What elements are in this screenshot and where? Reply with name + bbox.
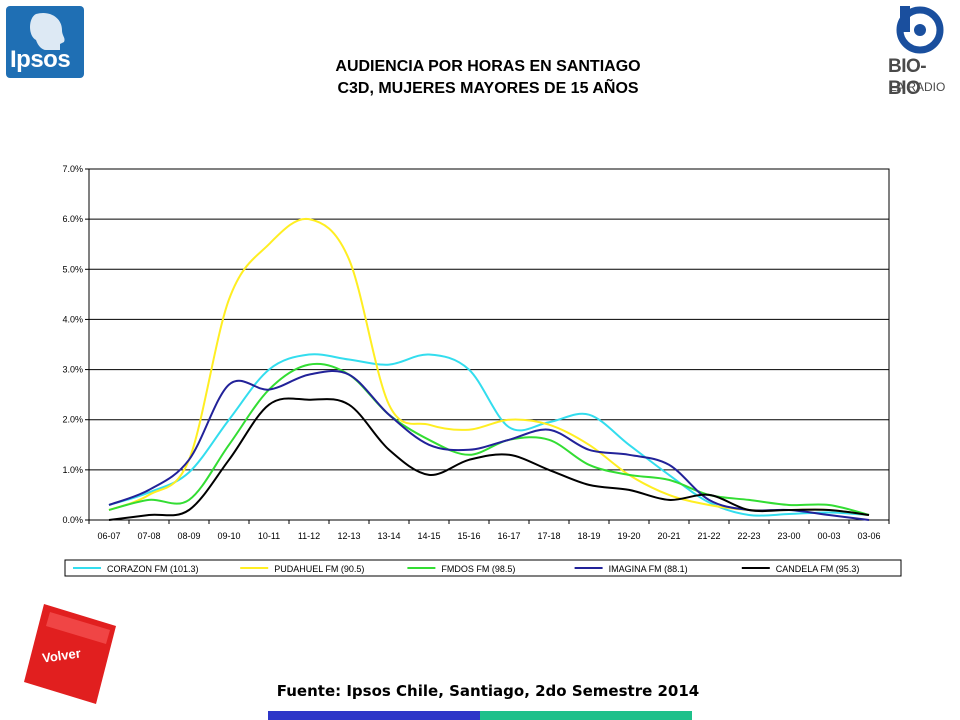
legend-box [64,559,902,577]
y-tick-label: 3.0% [62,365,83,375]
series-line-0 [108,353,870,517]
biobio-logo-subtext: LA RADIO [890,80,946,94]
x-tick-label: 03-06 [857,531,880,541]
biobio-logo-text: BIO-BIO [888,56,927,99]
ipsos-logo: Ipsos [6,6,84,78]
x-tick-label: 19-20 [617,531,640,541]
chart-title-line2: C3D, MUJERES MAYORES DE 15 AÑOS [337,80,639,97]
series-line-4 [108,397,870,521]
legend-label-0: CORAZON FM (101.3) [107,564,199,574]
ipsos-logo-text: Ipsos [10,46,71,73]
x-tick-label: 12-13 [337,531,360,541]
plot-area [88,168,890,521]
y-tick-label: 7.0% [62,164,83,174]
x-tick-label: 00-03 [817,531,840,541]
legend-label-1: PUDAHUEL FM (90.5) [274,564,364,574]
x-tick-label: 22-23 [737,531,760,541]
chart-grid [88,168,890,521]
x-tick-label: 16-17 [497,531,520,541]
x-tick-label: 15-16 [457,531,480,541]
x-tick-label: 20-21 [657,531,680,541]
y-tick-label: 1.0% [62,465,83,475]
legend-label-4: CANDELA FM (95.3) [776,564,860,574]
x-tick-label: 09-10 [217,531,240,541]
x-tick-label: 14-15 [417,531,440,541]
y-tick-label: 5.0% [62,264,83,274]
y-tick-label: 6.0% [62,214,83,224]
audience-line-chart: 0.0% 1.0% 2.0% 3.0% 4.0% 5.0% 6.0% 7.0% 06-07 07-… [62,164,902,577]
y-tick-label: 2.0% [62,415,83,425]
chart-axes: 0.0% 1.0% 2.0% 3.0% 4.0% 5.0% 6.0% 7.0% 06-07 07-… [62,164,890,541]
footer-bar-teal [480,711,692,720]
x-tick-label: 08-09 [177,531,200,541]
x-tick-label: 11-12 [298,531,320,541]
volver-button[interactable] [22,600,118,706]
legend-label-2: FMDOS FM (98.5) [441,564,515,574]
x-tick-label: 13-14 [377,531,400,541]
chart-title-line1: AUDIENCIA POR HORAS EN SANTIAGO [335,58,641,75]
x-tick-label: 17-18 [537,531,560,541]
biobio-logo: BIO-BIO LA RADIO [884,4,954,100]
x-tick-label: 21-22 [697,531,720,541]
x-tick-label: 18-19 [577,531,600,541]
chart-series [108,217,870,521]
legend-label-3: IMAGINA FM (88.1) [609,564,688,574]
series-line-2 [108,362,870,516]
biobio-symbol-icon [896,6,944,54]
x-tick-label: 23-00 [777,531,800,541]
y-tick-label: 4.0% [62,314,83,324]
ipsos-head-icon [30,12,65,51]
y-tick-label: 0.0% [62,515,83,525]
x-tick-label: 07-08 [137,531,160,541]
x-tick-label: 10-11 [258,531,280,541]
source-note: Fuente: Ipsos Chile, Santiago, 2do Semes… [276,682,700,700]
chart-legend: CORAZON FM (101.3) PUDAHUEL FM (90.5) FMDO… [64,559,902,577]
footer-bar-blue [268,711,480,720]
x-tick-label: 06-07 [97,531,120,541]
